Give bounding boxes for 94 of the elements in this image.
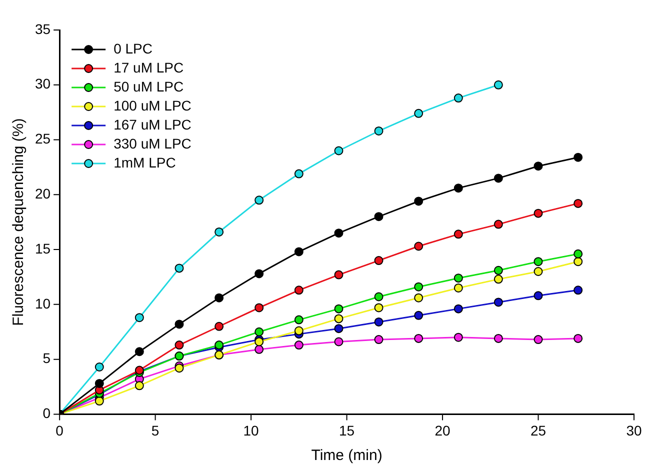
point	[534, 335, 543, 344]
point	[414, 310, 424, 320]
legend-label: 330 uM LPC	[114, 135, 192, 152]
point	[454, 304, 463, 314]
point	[374, 335, 384, 344]
point	[414, 242, 424, 251]
point	[494, 174, 503, 183]
point	[254, 303, 264, 312]
point	[494, 266, 503, 275]
x-tick-label: 15	[338, 422, 355, 438]
point	[254, 196, 264, 205]
x-tick-label: 20	[434, 422, 451, 438]
point	[174, 264, 184, 273]
point	[414, 334, 424, 343]
y-tick-label: 10	[34, 295, 51, 312]
point	[494, 298, 503, 307]
point	[174, 320, 184, 329]
point	[414, 293, 424, 302]
point	[414, 108, 424, 118]
point	[454, 274, 463, 283]
point	[134, 347, 144, 356]
point	[574, 257, 583, 266]
point	[94, 378, 104, 388]
point	[574, 286, 583, 295]
x-tick-label: 5	[151, 422, 160, 438]
point	[214, 322, 224, 331]
x-axis-title: Time (min)	[311, 447, 382, 464]
point	[294, 340, 304, 350]
point	[294, 315, 304, 324]
legend-label: 17 uM LPC	[114, 59, 184, 76]
point	[374, 317, 384, 326]
point	[494, 274, 503, 284]
legend-label: 1mM LPC	[114, 154, 176, 170]
point	[494, 80, 503, 90]
point	[534, 266, 543, 276]
point	[334, 324, 344, 334]
point	[374, 212, 384, 222]
point	[534, 162, 543, 171]
point	[574, 249, 583, 258]
legend-label: 0 LPC	[114, 40, 152, 56]
y-tick-label: 0	[42, 405, 51, 422]
point	[334, 146, 344, 156]
legend-label: 167 uM LPC	[114, 116, 192, 132]
point	[254, 327, 264, 336]
y-tick-label: 15	[34, 240, 51, 256]
y-tick-label: 30	[34, 76, 51, 92]
legend-label: 50 uM LPC	[114, 78, 184, 94]
point	[214, 293, 224, 302]
point	[534, 257, 543, 266]
point	[334, 337, 344, 346]
point	[334, 304, 344, 314]
x-tick-label: 30	[626, 422, 642, 438]
x-tick-label: 10	[243, 422, 260, 438]
point	[454, 283, 463, 292]
point	[334, 270, 344, 280]
x-tick-label: 25	[530, 422, 546, 438]
point	[574, 152, 583, 162]
y-tick-label: 25	[34, 130, 51, 147]
point	[334, 228, 344, 238]
point	[414, 196, 424, 206]
point	[254, 344, 264, 354]
point	[374, 303, 384, 312]
point	[294, 326, 304, 336]
point	[134, 381, 144, 390]
point	[174, 364, 184, 373]
y-tick-label: 20	[34, 186, 51, 202]
y-tick-label: 5	[42, 350, 51, 366]
point	[494, 334, 503, 343]
point	[294, 169, 304, 178]
point	[134, 313, 144, 322]
point	[214, 227, 224, 236]
point	[454, 184, 463, 193]
point	[374, 126, 384, 136]
point	[454, 332, 463, 342]
point	[494, 220, 503, 229]
point	[454, 230, 463, 239]
point	[414, 282, 424, 292]
point	[174, 340, 184, 350]
point	[374, 292, 384, 302]
point	[374, 256, 384, 266]
point	[294, 286, 304, 295]
point	[454, 94, 463, 103]
point	[294, 247, 304, 256]
point	[534, 208, 543, 218]
point	[254, 269, 264, 278]
point	[94, 362, 104, 372]
x-tick-label: 0	[56, 422, 64, 438]
point	[334, 314, 344, 324]
point	[574, 334, 583, 343]
point	[574, 198, 583, 208]
point	[534, 291, 543, 300]
y-tick-label: 35	[34, 20, 51, 37]
legend-label: 100 uM LPC	[114, 97, 192, 114]
y-axis-title: Fluorescence dequenching (%)	[10, 118, 28, 326]
